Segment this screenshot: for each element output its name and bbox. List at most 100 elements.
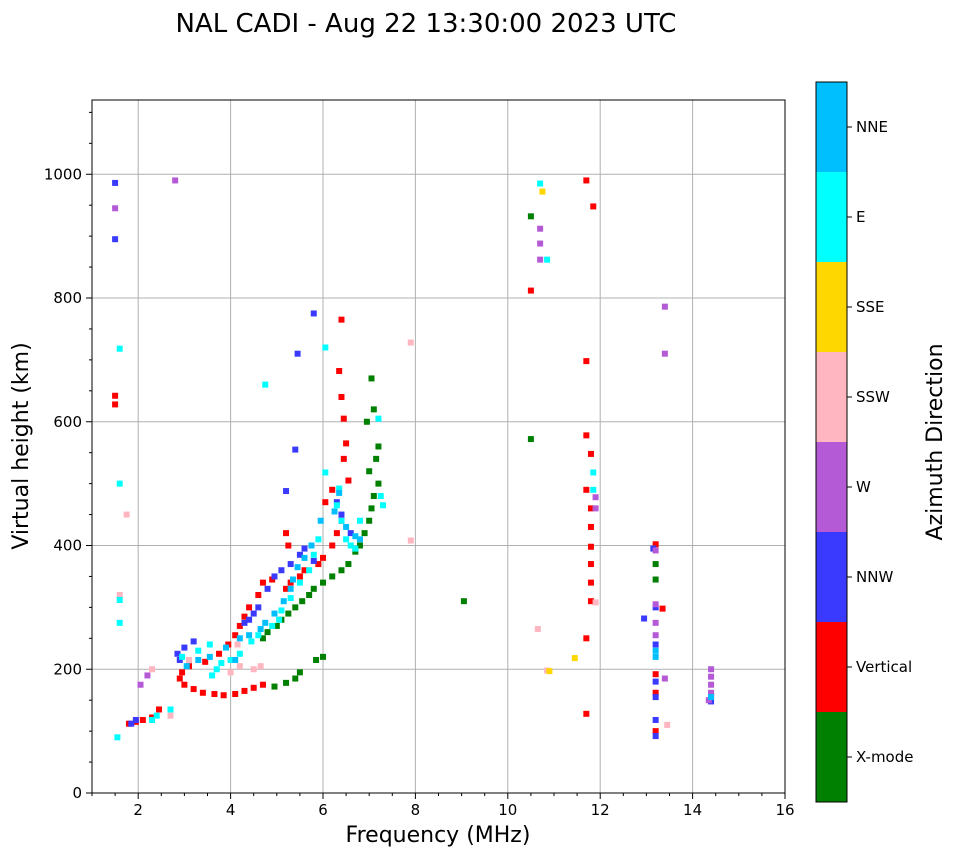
data-point — [310, 557, 317, 564]
data-point — [320, 653, 326, 660]
data-points — [112, 177, 715, 741]
data-point — [262, 381, 269, 388]
data-point — [246, 604, 253, 611]
data-point — [250, 610, 257, 617]
data-point — [652, 716, 659, 723]
series-sse — [539, 188, 578, 675]
data-point — [652, 632, 659, 639]
data-point — [227, 669, 234, 676]
data-point — [587, 523, 594, 530]
data-point — [236, 635, 243, 642]
data-point — [313, 656, 320, 663]
colorbar-segment — [816, 172, 847, 262]
x-tick-label: 4 — [226, 801, 236, 819]
data-point — [587, 543, 594, 550]
data-point — [343, 536, 350, 543]
data-point — [534, 626, 541, 633]
data-point — [234, 641, 241, 648]
data-point — [356, 517, 363, 524]
data-point — [236, 663, 243, 670]
data-point — [377, 493, 384, 499]
y-tick-label: 800 — [53, 289, 82, 307]
data-point — [460, 598, 467, 605]
data-point — [257, 663, 264, 670]
data-point — [664, 721, 671, 728]
data-point — [322, 344, 329, 351]
data-point — [287, 595, 294, 602]
data-point — [167, 712, 174, 719]
data-point — [232, 691, 239, 697]
data-point — [366, 468, 373, 475]
data-point — [322, 469, 329, 476]
data-point — [241, 619, 248, 626]
data-point — [271, 573, 278, 580]
data-point — [343, 523, 350, 530]
data-point — [652, 541, 659, 548]
data-point — [407, 339, 414, 346]
data-point — [583, 710, 590, 717]
data-point — [183, 663, 190, 670]
data-point — [202, 658, 209, 665]
data-point — [352, 545, 359, 552]
data-point — [590, 203, 597, 210]
x-tick-label: 8 — [411, 801, 421, 819]
data-point — [338, 567, 345, 574]
x-tick-label: 14 — [683, 801, 702, 819]
y-tick-label: 600 — [53, 413, 82, 431]
data-point — [269, 622, 276, 629]
colorbar-segment — [816, 82, 847, 172]
data-point — [278, 607, 285, 614]
data-point — [661, 675, 668, 682]
y-tick-label: 0 — [72, 784, 82, 802]
data-point — [209, 672, 216, 679]
data-point — [340, 455, 347, 462]
data-point — [246, 632, 253, 639]
data-point — [116, 596, 123, 603]
data-point — [652, 678, 659, 685]
series-x-mode — [259, 213, 659, 690]
data-point — [338, 394, 345, 400]
data-point — [641, 615, 648, 622]
x-tick-label: 10 — [498, 801, 517, 819]
data-point — [112, 401, 119, 408]
data-point — [296, 579, 303, 586]
data-point — [652, 728, 659, 735]
data-point — [222, 644, 229, 651]
colorbar-tick-label: NNW — [856, 568, 893, 586]
data-point — [661, 303, 668, 310]
data-point — [255, 632, 262, 639]
data-point — [333, 502, 340, 509]
data-point — [310, 585, 317, 592]
data-point — [259, 681, 266, 688]
data-point — [255, 604, 262, 611]
data-point — [190, 686, 197, 693]
x-tick-label: 12 — [591, 801, 610, 819]
data-point — [255, 592, 262, 598]
data-point — [338, 316, 345, 323]
data-point — [652, 641, 659, 648]
colorbar-tick-label: SSW — [856, 388, 890, 406]
data-point — [123, 511, 130, 518]
series-e — [114, 180, 597, 741]
data-point — [583, 486, 590, 493]
data-point — [329, 486, 336, 493]
data-point — [213, 666, 220, 673]
data-point — [708, 689, 715, 696]
data-point — [116, 592, 123, 598]
data-point — [278, 567, 285, 574]
data-point — [537, 256, 544, 263]
data-point — [652, 547, 659, 554]
data-point — [315, 536, 322, 543]
series-nnw — [112, 179, 715, 740]
y-tick-label: 1000 — [44, 165, 82, 183]
data-point — [336, 485, 343, 492]
data-point — [289, 576, 296, 583]
data-point — [190, 638, 197, 645]
data-point — [587, 598, 594, 605]
series-nne — [183, 489, 715, 701]
data-point — [659, 605, 666, 612]
data-point — [292, 675, 299, 682]
colorbar-label: Azimuth Direction — [923, 343, 948, 540]
series-w — [112, 177, 715, 704]
data-point — [652, 604, 659, 611]
